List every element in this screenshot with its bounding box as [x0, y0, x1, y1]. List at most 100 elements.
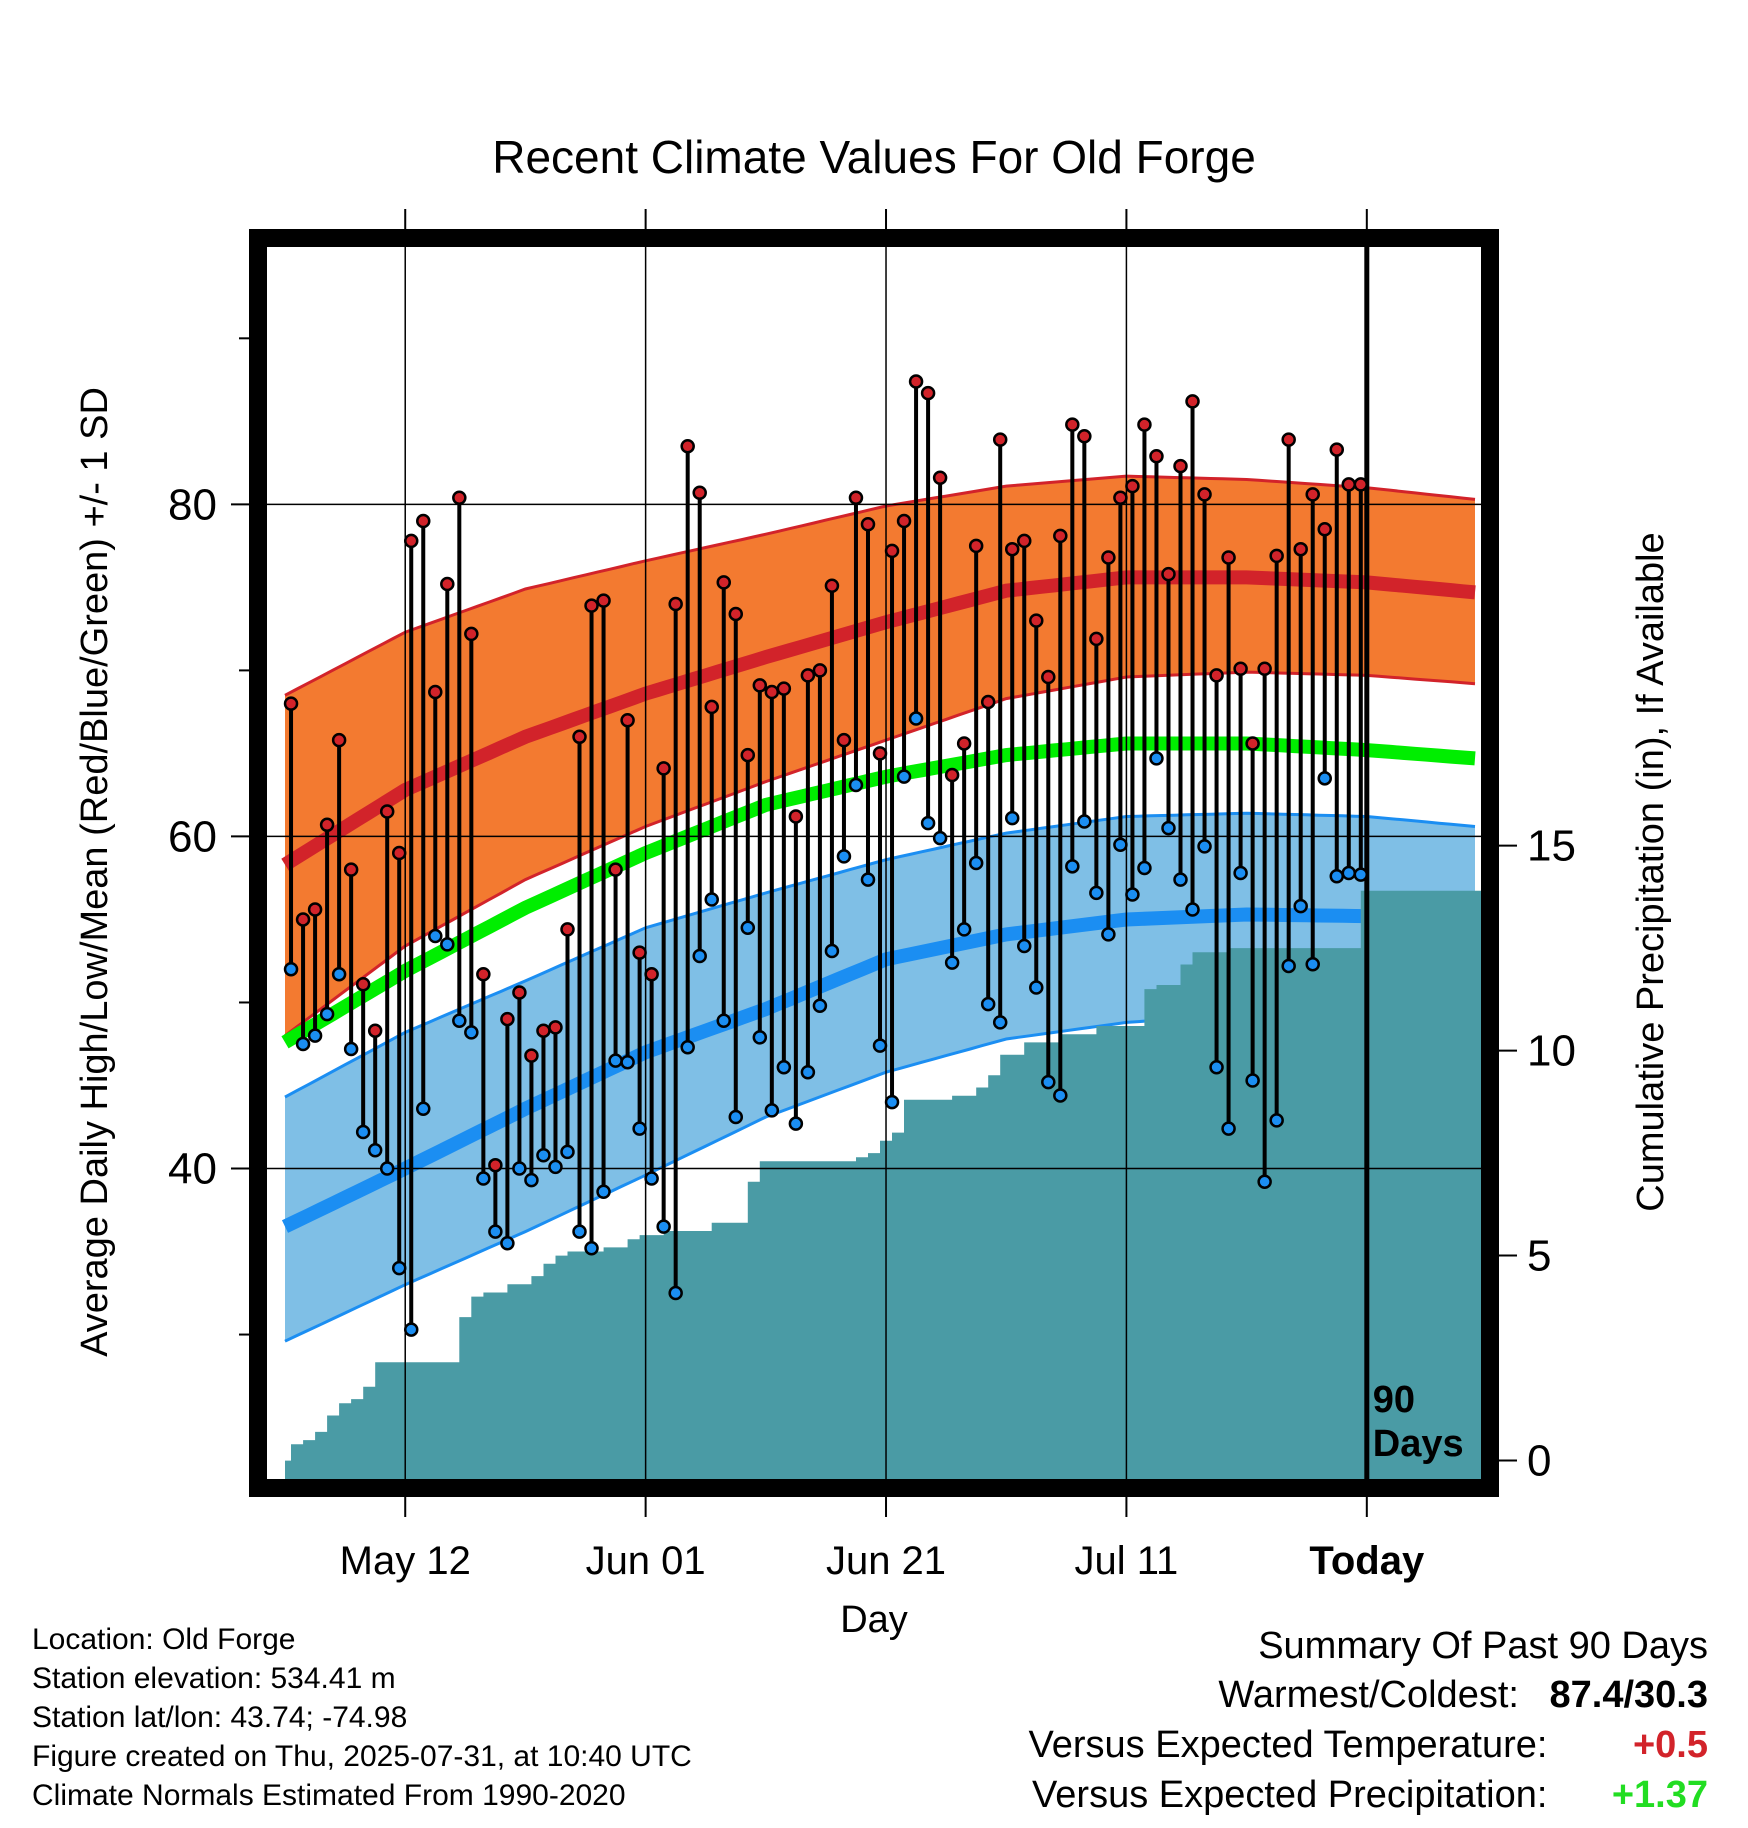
daily-high-point	[1269, 548, 1284, 564]
daily-high-point	[1065, 417, 1080, 432]
daily-low-point	[980, 996, 996, 1012]
y-axis-label-left: Average Daily High/Low/Mean (Red/Blue/Gr…	[74, 387, 116, 1357]
daily-low-point	[1221, 1121, 1236, 1136]
warmest-coldest-value: 87.4/30.3	[1549, 1674, 1708, 1716]
daily-high-point	[920, 385, 936, 401]
daily-high-point	[740, 747, 756, 763]
daily-high-point	[1305, 487, 1320, 502]
daily-low-point	[1065, 859, 1080, 874]
x-tick-label: Jul 11	[1075, 1539, 1179, 1583]
daily-low-point	[860, 872, 876, 887]
daily-low-point	[1173, 872, 1188, 887]
daily-high-point	[1353, 477, 1369, 492]
daily-high-point	[464, 626, 479, 642]
daily-low-point	[343, 1041, 359, 1057]
daily-high-point	[1041, 669, 1056, 685]
daily-low-point	[752, 1030, 768, 1045]
y-right-tick-label: 15	[1527, 822, 1576, 871]
daily-low-point	[608, 1053, 623, 1068]
daily-low-point	[1185, 902, 1200, 917]
daily-high-point	[403, 533, 419, 549]
daily-low-point	[776, 1059, 792, 1075]
daily-high-point	[1125, 478, 1140, 494]
normals-text: Climate Normals Estimated From 1990-2020	[32, 1779, 626, 1812]
daily-high-point	[908, 374, 924, 389]
daily-low-point	[668, 1285, 683, 1301]
daily-low-point	[1269, 1113, 1284, 1128]
summary-heading: Summary Of Past 90 Days	[1258, 1625, 1708, 1667]
precip-anomaly-label: Versus Expected Precipitation:	[1032, 1774, 1548, 1816]
daily-high-point	[452, 490, 467, 505]
daily-high-point	[1317, 522, 1332, 537]
daily-high-point	[367, 1023, 383, 1038]
daily-high-point	[584, 598, 599, 613]
daily-low-point	[824, 943, 840, 959]
daily-low-point	[800, 1064, 816, 1080]
daily-high-point	[355, 976, 371, 992]
daily-high-point	[416, 513, 431, 529]
daily-high-point	[1161, 566, 1176, 582]
today-marker-label: Days	[1373, 1423, 1464, 1465]
y-left-tick-label: 60	[168, 812, 217, 861]
daily-high-point	[860, 517, 876, 532]
daily-high-point	[884, 543, 900, 559]
daily-low-point	[379, 1161, 395, 1176]
daily-low-point	[1209, 1059, 1224, 1075]
daily-low-point	[680, 1040, 695, 1055]
y-right-tick-label: 10	[1527, 1027, 1576, 1076]
daily-high-point	[752, 678, 768, 693]
precip-anomaly-row: Versus Expected Precipitation: +1.37	[1029, 1770, 1708, 1820]
high-band-upper-edge	[284, 474, 1476, 697]
daily-low-point	[440, 937, 455, 952]
daily-high-point	[500, 1011, 515, 1027]
daily-low-point	[716, 1013, 732, 1028]
daily-low-point	[548, 1159, 563, 1175]
daily-high-point	[428, 684, 443, 700]
daily-low-point	[728, 1109, 744, 1125]
daily-high-point	[1293, 541, 1308, 557]
daily-high-point	[608, 862, 623, 877]
location-text: Location: Old Forge	[32, 1623, 296, 1656]
daily-high-point	[932, 470, 948, 486]
daily-low-point	[1101, 927, 1116, 942]
daily-high-point	[1341, 477, 1357, 492]
daily-low-point	[656, 1219, 671, 1234]
daily-high-point	[596, 593, 611, 608]
daily-low-point	[367, 1142, 383, 1158]
daily-low-point	[391, 1260, 407, 1276]
daily-low-point	[1197, 839, 1212, 854]
daily-high-point	[824, 578, 840, 593]
x-tick-label: Today	[1309, 1539, 1425, 1583]
daily-low-point	[812, 998, 828, 1014]
daily-high-point	[968, 538, 984, 554]
daily-low-point	[500, 1235, 515, 1251]
daily-high-point	[379, 804, 395, 819]
y-right-tick-label: 0	[1527, 1437, 1551, 1486]
daily-high-point	[1004, 541, 1020, 557]
warmest-coldest-row: Warmest/Coldest: 87.4/30.3	[1029, 1670, 1708, 1720]
daily-high-point	[1053, 528, 1068, 544]
daily-low-point	[956, 922, 972, 937]
daily-high-point	[548, 1020, 563, 1035]
daily-low-point	[307, 1028, 323, 1043]
daily-low-point	[1233, 865, 1248, 881]
daily-low-point	[632, 1121, 647, 1136]
latlon-text: Station lat/lon: 43.74; -74.98	[32, 1701, 408, 1734]
warmest-coldest-label: Warmest/Coldest:	[1218, 1674, 1519, 1716]
low-normal-band	[285, 813, 1475, 1342]
daily-high-point	[836, 732, 852, 748]
daily-high-point	[1137, 417, 1152, 432]
daily-high-point	[956, 736, 972, 751]
daily-high-point	[692, 485, 707, 500]
daily-high-point	[572, 729, 587, 745]
daily-high-point	[776, 681, 792, 696]
daily-low-point	[1125, 887, 1140, 902]
daily-low-point	[1317, 771, 1332, 786]
daily-low-point	[536, 1147, 551, 1163]
created-text: Figure created on Thu, 2025-07-31, at 10…	[32, 1740, 692, 1773]
daily-low-point	[1329, 869, 1345, 884]
daily-low-point	[560, 1144, 575, 1160]
daily-high-point	[800, 668, 816, 683]
chart-title: Recent Climate Values For Old Forge	[492, 131, 1256, 183]
